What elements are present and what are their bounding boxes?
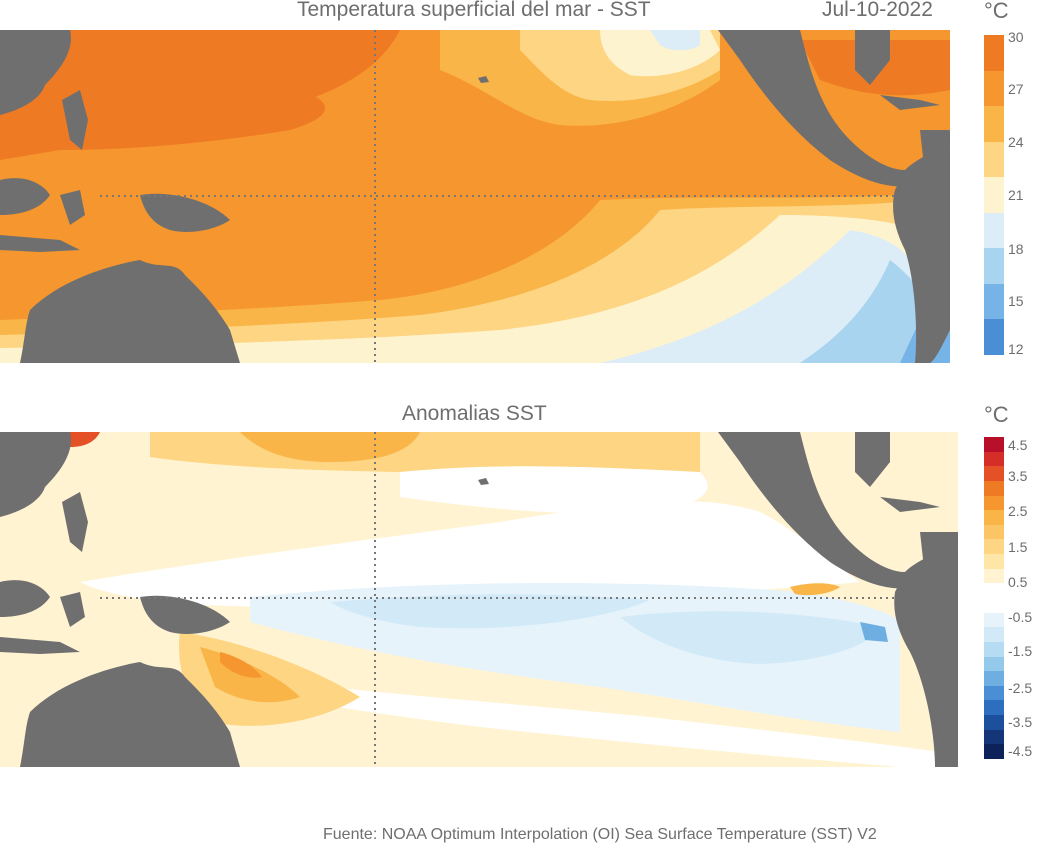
sst-unit-label: °C xyxy=(984,0,1009,23)
anomaly-colorbar-swatches xyxy=(984,437,1004,760)
anomaly-colorbar-label: -3.5 xyxy=(1008,714,1033,730)
colorbar-swatch xyxy=(984,627,1004,643)
sst-land-south-america xyxy=(893,145,950,363)
sst-colorbar-label: 30 xyxy=(1008,29,1024,45)
anom-neutral-north xyxy=(400,466,708,514)
anom-south-neutral xyxy=(200,672,940,767)
sst-map-title: Temperatura superficial del mar - SST xyxy=(297,0,651,21)
anom-cool-core-west xyxy=(330,594,650,629)
sst-colorbar-label: 24 xyxy=(1008,134,1024,150)
sst-land-cuba xyxy=(880,95,940,110)
sst-land-sulawesi xyxy=(60,190,85,225)
anom-land-asia xyxy=(0,432,71,517)
sst-land-borneo xyxy=(0,178,50,215)
colorbar-swatch xyxy=(984,141,1004,178)
colorbar-swatch xyxy=(984,583,1004,599)
anomaly-colorbar-label: -1.5 xyxy=(1008,643,1033,659)
anom-warm-spot-east xyxy=(790,583,840,596)
anom-land-hawaii xyxy=(478,478,489,485)
colorbar-swatch xyxy=(984,319,1004,356)
anomaly-colorbar-label: -2.5 xyxy=(1008,680,1033,696)
anom-land-new-guinea xyxy=(140,595,230,634)
anom-land-java xyxy=(0,637,80,654)
colorbar-swatch xyxy=(984,524,1004,540)
colorbar-swatch xyxy=(984,35,1004,72)
colorbar-swatch xyxy=(984,539,1004,555)
sst-colorbar-label: 15 xyxy=(1008,293,1024,309)
anom-land-north-america xyxy=(718,432,910,589)
anomaly-colorbar-label: -4.5 xyxy=(1008,743,1033,759)
colorbar-swatch xyxy=(984,641,1004,658)
anomaly-map xyxy=(0,432,958,767)
sst-colorbar-label: 12 xyxy=(1008,341,1024,357)
sst-land-new-guinea xyxy=(140,193,230,232)
anomaly-colorbar-label: 4.5 xyxy=(1008,437,1028,453)
colorbar-swatch xyxy=(984,466,1004,482)
anom-land-philippines xyxy=(62,492,88,552)
colorbar-swatch xyxy=(984,744,1004,760)
anomaly-colorbar-label: 1.5 xyxy=(1008,539,1028,555)
sst-land-java xyxy=(0,235,80,252)
colorbar-swatch xyxy=(984,671,1004,687)
anom-cool-spot xyxy=(860,622,888,642)
colorbar-swatch xyxy=(984,283,1004,320)
sst-land-philippines xyxy=(62,90,88,150)
anomaly-unit-label: °C xyxy=(984,402,1009,427)
colorbar-swatch xyxy=(984,715,1004,731)
sst-colorbar-label: 21 xyxy=(1008,187,1024,203)
sst-land-australia xyxy=(20,260,240,363)
sst-colorbar-swatches xyxy=(984,35,1004,356)
anom-neutral-band xyxy=(80,501,860,607)
sst-ne-band-cool xyxy=(650,30,700,51)
sst-land-hawaii xyxy=(478,76,489,83)
sst-colorbar-label: 27 xyxy=(1008,81,1024,97)
colorbar-swatch xyxy=(984,554,1004,570)
sst-colorbar-label: 18 xyxy=(1008,241,1024,257)
colorbar-swatch xyxy=(984,510,1004,526)
map-date: Jul-10-2022 xyxy=(822,0,933,21)
colorbar-swatch xyxy=(984,177,1004,214)
colorbar-swatch xyxy=(984,70,1004,107)
colorbar-swatch xyxy=(984,685,1004,701)
colorbar-swatch xyxy=(984,656,1004,672)
anomaly-map-title: Anomalias SST xyxy=(402,402,547,425)
anomaly-colorbar-label: 2.5 xyxy=(1008,503,1028,519)
colorbar-swatch xyxy=(984,451,1004,467)
sst-warm-pool-core xyxy=(22,66,325,150)
colorbar-swatch xyxy=(984,495,1004,511)
anom-land-florida xyxy=(855,432,890,487)
colorbar-swatch xyxy=(984,700,1004,716)
colorbar-swatch xyxy=(984,480,1004,497)
anom-land-sulawesi xyxy=(60,592,85,627)
colorbar-swatch xyxy=(984,106,1004,143)
sst-map xyxy=(0,30,950,363)
colorbar-swatch xyxy=(984,437,1004,453)
colorbar-swatch xyxy=(984,612,1004,628)
colorbar-swatch xyxy=(984,248,1004,285)
anomaly-colorbar-label: 0.5 xyxy=(1008,574,1028,590)
sst-land-asia xyxy=(0,30,71,115)
anom-land-cuba xyxy=(880,497,940,512)
colorbar-swatch xyxy=(984,729,1004,745)
sst-map-graphic xyxy=(0,30,950,363)
anom-land-south-america xyxy=(894,547,958,767)
anomaly-colorbar-label: 3.5 xyxy=(1008,468,1028,484)
anom-land-australia xyxy=(20,662,240,767)
anomaly-map-graphic xyxy=(0,432,958,767)
colorbar-swatch xyxy=(984,598,1004,614)
colorbar-swatch xyxy=(984,568,1004,584)
anom-sw-warm-peak xyxy=(220,652,262,678)
sst-land-florida xyxy=(855,30,890,85)
anom-land-borneo xyxy=(0,580,50,617)
anom-cool-core-east xyxy=(620,611,880,664)
colorbar-swatch xyxy=(984,212,1004,249)
sst-land-north-america xyxy=(718,30,910,187)
anomaly-colorbar-label: -0.5 xyxy=(1008,609,1033,625)
data-source-footer: Fuente: NOAA Optimum Interpolation (OI) … xyxy=(323,826,877,843)
